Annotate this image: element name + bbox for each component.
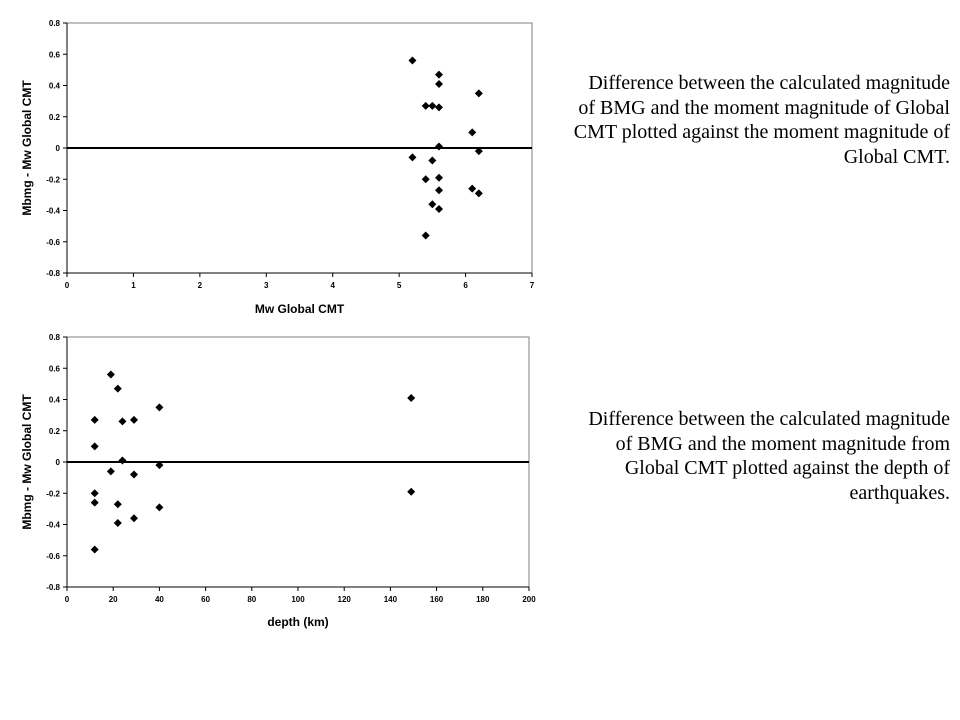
x-tick-label: 0 [65,595,70,604]
data-point [435,204,443,213]
y-tick-label: -0.4 [46,521,60,530]
data-point [435,173,443,182]
y-tick-label: -0.6 [46,552,60,561]
data-point [474,89,483,98]
y-tick-label: 0.6 [49,364,61,373]
data-point [421,175,430,184]
x-tick-label: 3 [264,281,269,290]
data-point [428,156,437,165]
data-point [118,456,127,465]
chart-depth-scatter: 0.8 0.6 0.4 0.2 0 -0.2 -0.4 -0.6 -0.8 0 20 40 60 80 10… [0,325,560,635]
y-tick-label: 0.4 [49,396,61,405]
data-point [155,403,164,412]
y-tick-label: 0 [56,144,61,153]
data-point [435,186,443,195]
data-point [90,498,99,507]
x-tick-label: 160 [430,595,444,604]
y-axis-title: Mbmg - Mw Global CMT [20,80,34,216]
data-point [435,70,443,79]
data-point [90,489,99,498]
y-axis-title: Mbmg - Mw Global CMT [20,394,34,530]
y-tick-label: 0.8 [49,333,61,342]
y-tick-label: 0 [56,458,61,467]
x-tick-label: 4 [330,281,335,290]
data-point [408,56,417,65]
y-tick-label: 0.4 [49,82,61,91]
data-point [407,393,416,402]
data-point [113,500,122,509]
x-tick-label: 80 [247,595,256,604]
data-point [468,184,477,193]
data-point [408,153,417,162]
data-point [435,142,443,151]
data-point [421,101,430,110]
x-tick-label: 100 [291,595,305,604]
data-point [90,545,99,554]
data-point [155,461,164,470]
data-point [428,200,437,209]
data-point [129,514,138,523]
data-point [106,467,115,476]
data-point [129,415,138,424]
caption-top: Difference between the calculated magnit… [573,72,950,168]
data-point [90,442,99,451]
x-tick-label: 2 [198,281,203,290]
x-axis-title: Mw Global CMT [255,302,345,316]
data-point [113,384,122,393]
y-tick-label: -0.6 [46,238,60,247]
y-tick-label: 0.2 [49,427,61,436]
y-tick-label: -0.8 [46,269,60,278]
data-point [474,147,483,156]
data-point [474,189,483,198]
x-tick-label: 180 [476,595,490,604]
x-tick-label: 20 [109,595,118,604]
y-tick-label: -0.4 [46,207,60,216]
y-tick-label: 0.6 [49,50,61,59]
data-point [90,415,99,424]
chart-mw-scatter: 0.8 0.6 0.4 0.2 0 -0.2 -0.4 -0.6 -0.8 0 1 2 3 4 5 6 7 Mw … [0,0,560,325]
y-tick-label: 0.2 [49,113,61,122]
y-tick-label: -0.8 [46,583,60,592]
x-axis-title: depth (km) [267,615,328,629]
data-point [421,231,430,240]
x-tick-label: 7 [530,281,535,290]
x-tick-label: 140 [384,595,398,604]
data-point [428,101,437,110]
data-point [468,128,477,137]
x-tick-label: 120 [338,595,352,604]
x-tick-label: 6 [463,281,468,290]
x-tick-label: 0 [65,281,70,290]
x-tick-label: 200 [522,595,536,604]
data-point [407,487,416,496]
x-tick-label: 40 [155,595,164,604]
data-point [155,503,164,512]
x-tick-label: 5 [397,281,402,290]
data-point [129,470,138,479]
data-point [106,370,115,379]
y-tick-label: 0.8 [49,19,61,28]
chart-depth-svg: 0.8 0.6 0.4 0.2 0 -0.2 -0.4 -0.6 -0.8 0 20 40 60 80 10… [20,333,536,629]
data-point [118,417,127,426]
x-tick-label: 1 [131,281,136,290]
y-tick-label: -0.2 [46,489,60,498]
data-point [435,103,443,112]
caption-bottom: Difference between the calculated magnit… [588,408,950,504]
x-tick-label: 60 [201,595,210,604]
chart-mw-svg: 0.8 0.6 0.4 0.2 0 -0.2 -0.4 -0.6 -0.8 0 1 2 3 4 5 6 7 Mw … [20,19,535,316]
data-point [435,79,443,88]
data-point [113,518,122,527]
y-tick-label: -0.2 [46,175,60,184]
